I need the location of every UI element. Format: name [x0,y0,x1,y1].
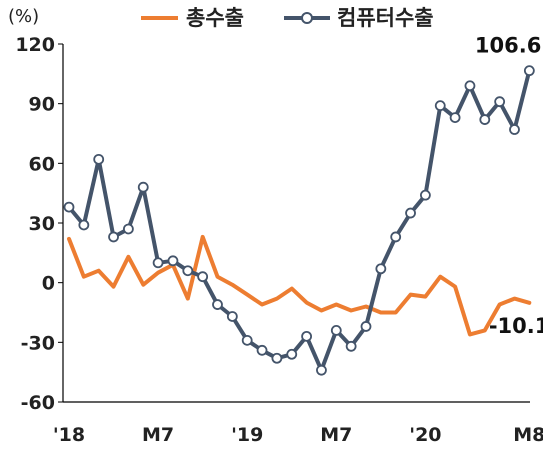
data-point [479,114,491,125]
data-labels: 106.6 -10.1 [475,34,543,338]
data-point [449,112,461,123]
y-tick-label: 90 [29,94,55,116]
x-tick-label: '20 [409,424,441,446]
y-axis-ticks: 120 90 60 30 0 -30 -60 [15,34,63,414]
plot-area [63,65,535,376]
y-tick-label: 60 [29,153,55,175]
data-label: -10.1 [489,314,543,338]
data-point [182,265,194,277]
x-tick-label: '19 [231,424,263,446]
data-point [345,340,357,352]
data-point [212,299,223,310]
series-line-0 [67,234,532,337]
data-point [271,352,283,364]
y-unit-label: (%) [8,6,39,27]
data-point [464,80,476,92]
series-line-1 [67,68,532,373]
data-point [241,334,253,346]
data-point [494,96,506,108]
data-point [405,207,416,219]
data-point [256,344,268,356]
y-tick-label: -30 [21,332,55,354]
data-point [390,231,402,243]
data-point [286,348,298,360]
x-tick-label: '18 [53,424,85,446]
data-point [316,364,327,376]
data-point [152,257,164,269]
y-tick-label: 120 [15,34,55,56]
data-point [63,201,75,213]
data-point [78,219,90,231]
x-tick-label: M7 [320,424,352,446]
x-tick-label: M8 [513,424,543,446]
data-point [419,189,431,201]
y-tick-label: -60 [21,392,55,414]
x-axis-ticks: '18 M7 '19 M7 '20 M8 [53,424,543,446]
data-label: 106.6 [475,34,541,58]
legend: 총수출 컴퓨터수출 [141,6,434,30]
data-point [360,321,372,332]
data-point [434,100,446,112]
data-point [330,324,342,336]
data-point [108,231,119,243]
y-tick-label: 30 [29,213,55,235]
data-point [122,223,134,235]
data-point [197,271,209,283]
data-point [509,124,520,135]
data-point [523,65,535,77]
legend-marker-computer-exports [301,12,313,24]
legend-label-total-exports: 총수출 [186,6,244,30]
data-point [167,255,179,267]
data-point [137,181,149,193]
data-point [93,153,105,165]
data-point [375,263,387,275]
x-tick-label: M7 [142,424,174,446]
data-point [301,330,313,342]
data-point [226,311,238,322]
legend-label-computer-exports: 컴퓨터수출 [337,6,434,30]
y-tick-label: 0 [42,273,55,295]
